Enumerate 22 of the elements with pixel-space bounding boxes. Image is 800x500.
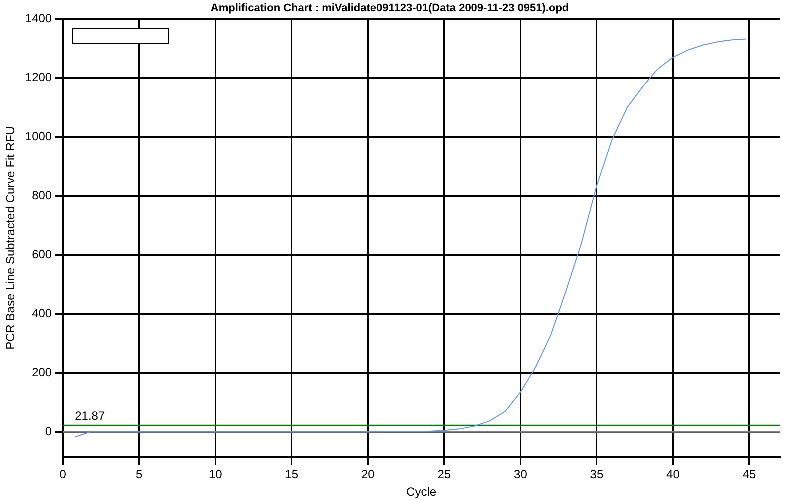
y-tick-label: 800 [32, 188, 52, 202]
x-tick-label: 30 [514, 468, 528, 482]
ref-line-label: 21.87 [75, 408, 106, 423]
x-axis-title: Cycle [406, 485, 437, 500]
x-tick-label: 20 [361, 468, 376, 482]
y-tick-label: 400 [32, 306, 52, 320]
x-tick-label: 45 [742, 468, 756, 482]
y-tick-label: 1000 [25, 129, 52, 144]
x-tick-label: 10 [208, 468, 223, 482]
x-tick-label: 0 [60, 468, 67, 482]
y-tick-label: 600 [32, 247, 52, 262]
x-tick-label: 15 [285, 468, 299, 482]
y-tick-label: 0 [45, 424, 52, 438]
y-tick-label: 1200 [25, 70, 52, 84]
x-tick-label: 25 [438, 468, 452, 482]
chart-title: Amplification Chart : miValidate091123-01(Data 2009-11-23 0951).opd [210, 2, 570, 15]
y-tick-label: 200 [32, 365, 52, 380]
x-tick-label: 35 [590, 468, 604, 482]
y-axis-title: PCR Base Line Subtracted Curve Fit RFU [4, 126, 18, 350]
x-tick-label: 5 [136, 468, 144, 482]
y-tick-label: 1400 [25, 12, 52, 26]
x-tick-label: 40 [666, 468, 680, 482]
